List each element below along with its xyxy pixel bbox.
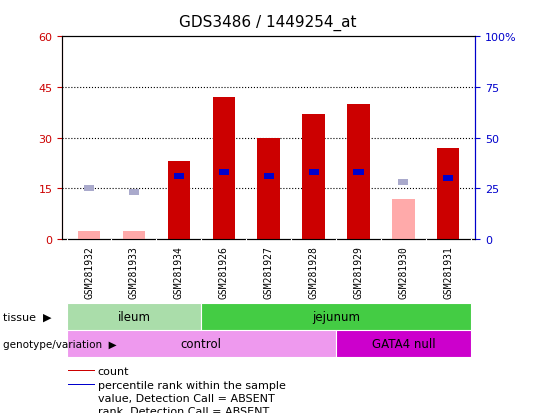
Bar xyxy=(302,115,325,240)
Bar xyxy=(66,330,336,357)
Text: GATA4 null: GATA4 null xyxy=(372,337,435,350)
Bar xyxy=(347,104,370,240)
Text: GSM281934: GSM281934 xyxy=(174,245,184,298)
Text: GSM281932: GSM281932 xyxy=(84,245,94,298)
Bar xyxy=(129,189,139,195)
Bar xyxy=(68,370,96,371)
Text: GSM281929: GSM281929 xyxy=(354,245,363,298)
Bar xyxy=(336,330,471,357)
Text: GSM281931: GSM281931 xyxy=(443,245,453,298)
Text: jejunum: jejunum xyxy=(312,311,360,323)
Text: genotype/variation  ▶: genotype/variation ▶ xyxy=(3,339,116,349)
Bar xyxy=(66,304,201,330)
Text: tissue  ▶: tissue ▶ xyxy=(3,312,51,322)
Text: GSM281928: GSM281928 xyxy=(308,245,319,298)
Bar xyxy=(399,179,408,185)
Text: count: count xyxy=(98,366,130,376)
Bar xyxy=(392,199,415,240)
Bar xyxy=(78,231,100,240)
Bar xyxy=(84,185,94,191)
Text: percentile rank within the sample: percentile rank within the sample xyxy=(98,380,286,390)
Text: control: control xyxy=(181,337,222,350)
Text: GSM281933: GSM281933 xyxy=(129,245,139,298)
Bar xyxy=(308,170,319,176)
Bar xyxy=(174,174,184,180)
Bar xyxy=(201,304,471,330)
Text: GSM281926: GSM281926 xyxy=(219,245,229,298)
Text: value, Detection Call = ABSENT: value, Detection Call = ABSENT xyxy=(98,393,275,403)
Text: GSM281930: GSM281930 xyxy=(399,245,408,298)
Text: ileum: ileum xyxy=(117,311,151,323)
Bar xyxy=(264,174,274,180)
Text: GDS3486 / 1449254_at: GDS3486 / 1449254_at xyxy=(179,14,356,31)
Text: GSM281927: GSM281927 xyxy=(264,245,274,298)
Bar xyxy=(353,170,363,176)
Bar xyxy=(437,148,460,240)
Bar xyxy=(68,398,96,399)
Bar xyxy=(123,231,145,240)
Bar xyxy=(219,170,229,176)
Text: rank, Detection Call = ABSENT: rank, Detection Call = ABSENT xyxy=(98,406,269,413)
Bar xyxy=(443,176,453,182)
Bar xyxy=(213,98,235,240)
Bar xyxy=(167,162,190,240)
Bar xyxy=(258,138,280,240)
